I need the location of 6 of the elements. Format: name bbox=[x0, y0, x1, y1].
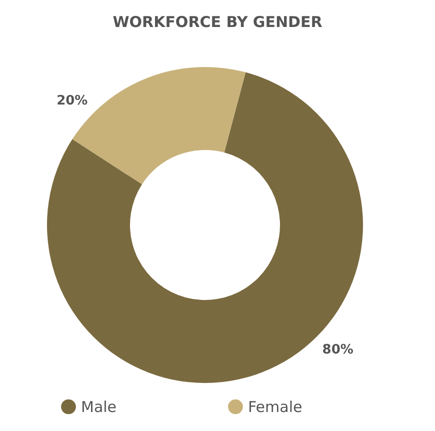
data-label: 20% bbox=[56, 94, 88, 109]
donut-slice bbox=[47, 72, 363, 383]
chart-title: WORKFORCE BY GENDER bbox=[112, 13, 323, 31]
legend-label: Female bbox=[248, 398, 302, 416]
legend-label: Male bbox=[81, 398, 117, 416]
data-label: 80% bbox=[322, 342, 354, 358]
